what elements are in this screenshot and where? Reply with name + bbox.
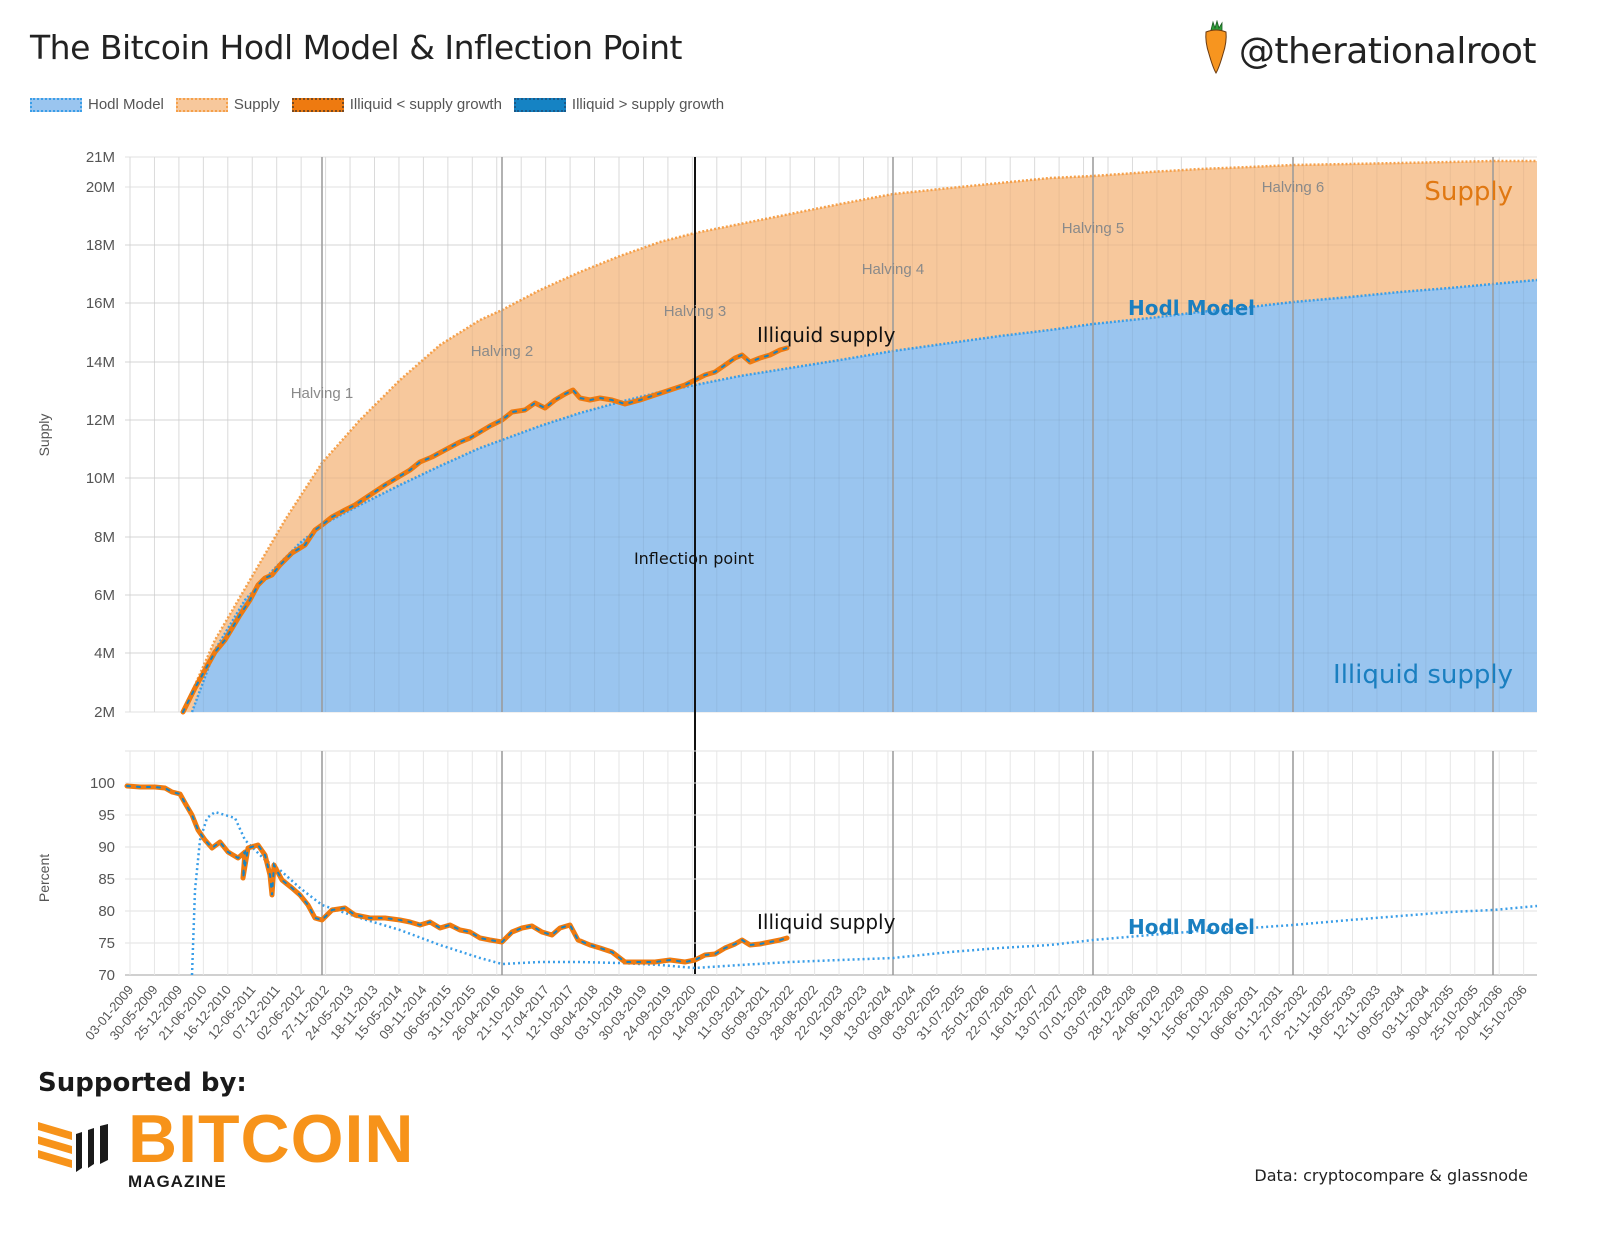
carrot-icon bbox=[1203, 19, 1229, 83]
svg-text:6M: 6M bbox=[94, 587, 115, 604]
annotation-inflection-point: Inflection point bbox=[634, 549, 754, 568]
hodl-model-line bbox=[190, 278, 1538, 713]
top-y-axis-title: Supply bbox=[36, 414, 52, 457]
legend-label: Illiquid < supply growth bbox=[349, 96, 502, 113]
annotation-illiquid-supply-blue: Illiquid supply bbox=[1333, 660, 1513, 690]
halving-1-label: Halving 1 bbox=[291, 385, 354, 402]
halving-2-label: Halving 2 bbox=[471, 343, 534, 360]
svg-text:4M: 4M bbox=[94, 645, 115, 662]
legend-item-illiquid-greater[interactable]: Illiquid > supply growth bbox=[513, 96, 725, 113]
bottom-y-axis-title: Percent bbox=[36, 854, 52, 902]
bottom-y-axis: 100 95 90 85 80 75 70 bbox=[90, 775, 115, 984]
hodl-model-percent-line bbox=[190, 810, 1538, 976]
svg-text:90: 90 bbox=[98, 839, 115, 856]
illiquid-less-swatch bbox=[291, 97, 344, 112]
legend-label: Illiquid > supply growth bbox=[571, 96, 725, 113]
legend-item-hodl-model[interactable]: Hodl Model bbox=[30, 96, 164, 113]
supported-by-label: Supported by: bbox=[38, 1068, 247, 1098]
chart-legend: Hodl Model Supply Illiquid < supply grow… bbox=[30, 96, 724, 113]
halving-4-label: Halving 4 bbox=[862, 261, 925, 278]
annotation-illiquid-supply-top: Illiquid supply bbox=[757, 323, 896, 347]
svg-text:95: 95 bbox=[98, 807, 115, 824]
svg-text:70: 70 bbox=[98, 967, 115, 984]
illiquid-percent-line-blue bbox=[126, 785, 788, 964]
annotation-illiquid-supply-bottom: Illiquid supply bbox=[757, 910, 896, 934]
legend-label: Hodl Model bbox=[88, 96, 164, 113]
hodl-model-swatch bbox=[30, 97, 82, 112]
hodl-model-area bbox=[192, 280, 1537, 712]
svg-text:14M: 14M bbox=[86, 354, 115, 371]
supply-swatch bbox=[175, 97, 228, 112]
svg-text:80: 80 bbox=[98, 903, 115, 920]
annotation-hodl-model-bottom: Hodl Model bbox=[1128, 915, 1255, 939]
author-handle: @therationalroot bbox=[1203, 19, 1537, 83]
x-axis-labels: 03-01-200930-05-200925-12-200921-06-2010… bbox=[82, 982, 1530, 1043]
halving-3-label: Halving 3 bbox=[664, 303, 727, 320]
supply-line bbox=[181, 159, 1537, 713]
legend-label: Supply bbox=[233, 96, 280, 113]
legend-item-illiquid-less[interactable]: Illiquid < supply growth bbox=[291, 96, 502, 113]
svg-text:2M: 2M bbox=[94, 704, 115, 721]
halving-lines-top bbox=[321, 157, 1494, 712]
data-source: Data: cryptocompare & glassnode bbox=[1254, 1166, 1528, 1185]
svg-text:10M: 10M bbox=[86, 470, 115, 487]
top-y-axis: 21M 20M 18M 16M 14M 12M 10M 8M 6M 4M 2M bbox=[86, 149, 115, 721]
svg-text:12M: 12M bbox=[86, 412, 115, 429]
chart-title: The Bitcoin Hodl Model & Inflection Poin… bbox=[30, 28, 682, 67]
illiquid-supply-line-blue bbox=[182, 347, 788, 713]
logo-sub: MAGAZINE bbox=[128, 1172, 227, 1191]
logo-word: BITCOIN bbox=[128, 1101, 415, 1177]
bitcoin-magazine-mark-icon bbox=[38, 1122, 110, 1178]
bitcoin-magazine-logo: BITCOIN MAGAZINE bbox=[38, 1101, 415, 1192]
annotation-hodl-model-top: Hodl Model bbox=[1128, 296, 1255, 320]
annotation-supply: Supply bbox=[1424, 177, 1513, 207]
svg-text:20M: 20M bbox=[86, 179, 115, 196]
top-grid-overlay bbox=[125, 244, 1537, 654]
halving-5-label: Halving 5 bbox=[1062, 220, 1125, 237]
svg-text:16M: 16M bbox=[86, 295, 115, 312]
illiquid-percent-line-orange bbox=[124, 783, 790, 965]
svg-text:100: 100 bbox=[90, 775, 115, 792]
legend-item-supply[interactable]: Supply bbox=[175, 96, 280, 113]
bottom-vertical-grid bbox=[129, 751, 1525, 975]
svg-text:18M: 18M bbox=[86, 237, 115, 254]
handle-text: @therationalroot bbox=[1238, 31, 1537, 72]
halving-6-label: Halving 6 bbox=[1262, 179, 1325, 196]
halving-lines-bottom bbox=[321, 751, 1494, 975]
svg-text:85: 85 bbox=[98, 871, 115, 888]
svg-text:75: 75 bbox=[98, 935, 115, 952]
illiquid-greater-swatch bbox=[513, 97, 566, 112]
svg-text:21M: 21M bbox=[86, 149, 115, 166]
halving-labels: Halving 1 Halving 2 Halving 3 Halving 4 … bbox=[291, 179, 1325, 402]
bottom-grid bbox=[125, 750, 1537, 976]
top-vertical-grid-overlay bbox=[129, 157, 1525, 712]
svg-text:8M: 8M bbox=[94, 529, 115, 546]
